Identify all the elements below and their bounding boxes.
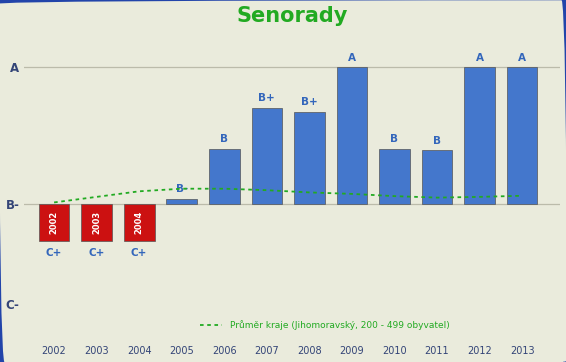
Text: B: B	[220, 134, 228, 144]
Title: Senorady: Senorady	[237, 5, 348, 26]
Text: C+: C+	[88, 248, 105, 258]
Bar	[507, 67, 538, 204]
Text: B-: B-	[175, 184, 188, 194]
Text: C+: C+	[131, 248, 147, 258]
Text: B: B	[391, 134, 398, 144]
Text: 2003: 2003	[92, 211, 101, 235]
Text: A: A	[348, 52, 356, 63]
Bar	[294, 111, 325, 204]
Text: 2004: 2004	[135, 211, 144, 235]
Bar	[166, 199, 197, 204]
Text: B: B	[433, 136, 441, 146]
Bar	[251, 108, 282, 204]
Legend: Průměr kraje (Jihomoravský, 200 - 499 obyvatel): Průměr kraje (Jihomoravský, 200 - 499 ob…	[196, 317, 453, 334]
Bar	[464, 67, 495, 204]
Bar	[422, 151, 452, 204]
Text: B+: B+	[301, 97, 318, 107]
Text: B+: B+	[259, 93, 275, 104]
Bar	[337, 67, 367, 204]
Bar	[209, 149, 239, 204]
Text: 2002: 2002	[50, 211, 58, 235]
Bar	[379, 149, 410, 204]
Text: C+: C+	[46, 248, 62, 258]
Bar	[38, 204, 70, 241]
Bar	[124, 204, 155, 241]
Text: A: A	[518, 52, 526, 63]
Bar	[82, 204, 112, 241]
Text: A: A	[475, 52, 483, 63]
